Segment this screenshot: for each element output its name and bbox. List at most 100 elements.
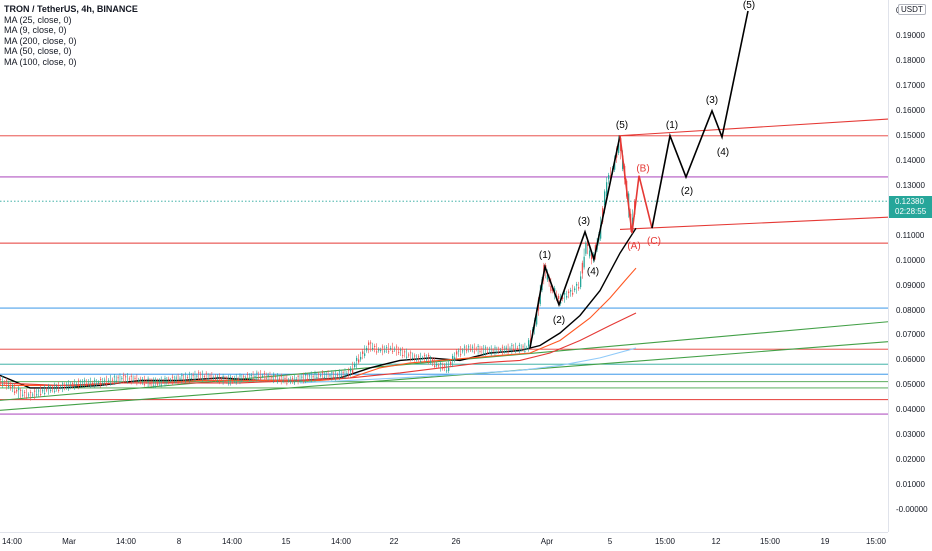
- candle-body: [36, 394, 38, 396]
- candle-body: [164, 378, 166, 379]
- candle-body: [507, 351, 509, 353]
- impulse-wave-label: (4): [587, 266, 599, 277]
- candle-body: [458, 350, 460, 352]
- candle-body: [470, 349, 472, 351]
- candle-body: [348, 369, 350, 371]
- candle-body: [594, 245, 597, 252]
- candle-body: [0, 378, 2, 380]
- legend-ma-100[interactable]: MA (100, close, 0): [4, 56, 77, 67]
- candle-body: [288, 380, 290, 381]
- candle-body: [536, 313, 538, 325]
- price-chart[interactable]: (1) (2) (3) (4) (5) (A) (B) (C) (1) (2) (3) (4) (5): [0, 0, 889, 532]
- candle-body: [254, 376, 256, 377]
- candle-body: [432, 359, 434, 361]
- candle-body: [58, 390, 60, 391]
- candle-body: [564, 293, 566, 295]
- candle-body: [382, 346, 384, 348]
- candle-body: [267, 375, 269, 376]
- legend-ma-25[interactable]: MA (25, close, 0): [4, 14, 72, 25]
- candle-body: [203, 376, 206, 377]
- candle-body: [297, 375, 299, 377]
- candle-body: [220, 378, 222, 380]
- legend-ma-50[interactable]: MA (50, close, 0): [4, 46, 72, 56]
- candle-body: [141, 379, 144, 381]
- candle-body: [310, 379, 312, 381]
- candle-body: [581, 262, 584, 274]
- candle-body: [416, 359, 418, 361]
- candle-body: [406, 356, 408, 358]
- candle-body: [566, 296, 568, 298]
- candle-body: [438, 365, 440, 367]
- candle-body: [119, 381, 121, 383]
- candle-body: [80, 384, 82, 386]
- price-tick-label: 0.05000: [896, 380, 925, 390]
- candle-body: [32, 394, 34, 396]
- candle-body: [576, 284, 578, 286]
- candle-body: [18, 388, 20, 390]
- candle-body: [263, 373, 266, 374]
- price-tick-label: 0.02000: [896, 455, 925, 465]
- candle-body: [76, 383, 78, 385]
- candle-body: [6, 380, 8, 382]
- time-tick-label: 8: [176, 537, 182, 546]
- candle-body: [388, 351, 390, 353]
- candle-body: [323, 376, 326, 378]
- correction-wave-label: (C): [647, 236, 661, 247]
- time-axis[interactable]: 14:00 Mar 14:00 8 14:00 15 14:00 22 26 Apr 5 15:00 1…: [0, 532, 888, 551]
- candle-body: [46, 389, 48, 391]
- legend-ma-9[interactable]: MA (9, close, 0): [4, 25, 67, 35]
- price-tick-label: 0.06000: [896, 355, 925, 365]
- candle-body: [374, 345, 376, 347]
- candle-body: [162, 381, 164, 383]
- candle-body: [511, 345, 513, 347]
- candle-body: [271, 377, 273, 379]
- candle-body: [434, 365, 436, 367]
- candle-body: [490, 353, 492, 355]
- candle-body: [147, 378, 149, 380]
- candle-body: [121, 378, 123, 380]
- currency-badge[interactable]: USDT: [898, 4, 926, 15]
- candle-body: [34, 390, 36, 392]
- price-tick-label: 0.04000: [896, 405, 925, 415]
- candle-body: [368, 342, 370, 345]
- candle-body: [198, 372, 200, 374]
- candle-body: [390, 347, 392, 349]
- candle-body: [488, 348, 491, 350]
- chart-area[interactable]: (1) (2) (3) (4) (5) (A) (B) (C) (1) (2) (3) (4) (5) …: [0, 0, 889, 532]
- candle-body: [475, 348, 477, 350]
- candle-body: [436, 363, 438, 366]
- correction-wave-line: [619, 135, 653, 234]
- candle-body: [505, 347, 507, 349]
- candle-body: [554, 288, 556, 292]
- candle-body: [216, 376, 219, 378]
- candle-body: [66, 384, 68, 386]
- candle-body: [604, 191, 606, 206]
- candle-body: [265, 377, 267, 379]
- candle-body: [444, 365, 446, 367]
- time-tick-label: 15:00: [759, 537, 781, 546]
- wave-annotations: (1) (2) (3) (4) (5) (A) (B) (C) (1) (2) (3) (4) (5): [529, 0, 755, 349]
- candle-body: [290, 381, 292, 383]
- candle-body: [117, 377, 119, 379]
- candle-body: [370, 342, 372, 344]
- candle-body: [40, 394, 42, 396]
- time-tick-label: 26: [451, 537, 461, 546]
- candle-body: [327, 378, 329, 380]
- candle-body: [207, 378, 209, 379]
- price-tick-label: 0.03000: [896, 430, 925, 440]
- candle-body: [70, 386, 72, 388]
- legend-ma-200[interactable]: MA (200, close, 0): [4, 35, 77, 46]
- candle-body: [464, 346, 466, 348]
- candle-body: [424, 354, 426, 356]
- candle-body: [26, 397, 28, 398]
- candle-body: [123, 374, 125, 376]
- candle-body: [308, 375, 311, 377]
- candle-body: [275, 376, 277, 378]
- price-axis[interactable]: 0.200000.190000.180000.170000.160000.150…: [888, 0, 932, 532]
- horizontal-levels: [0, 135, 888, 415]
- candle-body: [48, 386, 50, 387]
- candle-body: [518, 344, 521, 346]
- candle-body: [98, 382, 100, 384]
- impulse-wave-line: [529, 135, 621, 349]
- correction-wave-label: (A): [627, 241, 640, 252]
